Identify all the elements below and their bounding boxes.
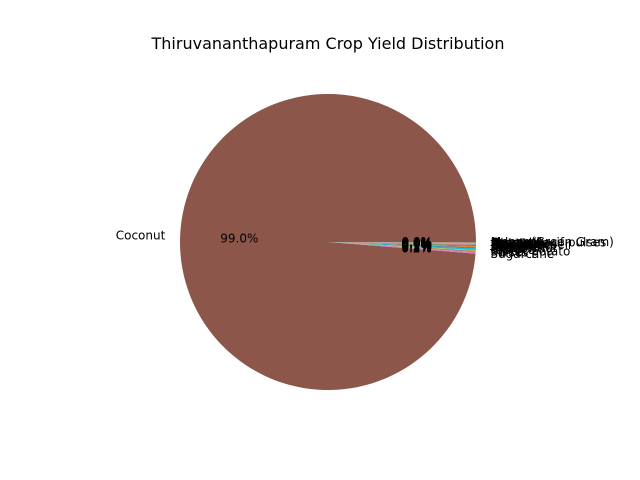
slice-label-coconut: Coconut [116,229,166,243]
pie-slice-coconut [180,94,477,391]
pie-slice-other-kharif-pulses [328,242,476,243]
slice-percent-black-pepper: 0.0% [402,236,433,250]
slice-percent-banana: 0.1% [402,237,433,251]
slice-label-turmeric: Turmeric [490,238,543,252]
slice-percent-sweet-potato: 0.1% [401,240,432,254]
pie-slice-mango [328,242,476,244]
slice-percent-coconut: 99.0% [220,232,258,246]
pie-slice-arecanut [328,242,476,248]
slice-label-arecanut: Arecanut [491,240,545,254]
slice-label-tapioca: Tapioca [490,243,536,257]
slice-label-moong-green-gram: Moong(Green Gram) [491,235,614,249]
pie-slice-turmeric [328,242,476,246]
slice-percent-cashewnut: 0.1% [401,238,432,252]
slice-label-sweet-potato: Sweet potato [491,244,571,258]
slice-label-cardamom: Cardamom [491,237,557,251]
pie-slice-black-pepper [328,242,476,245]
pie-slice-banana [328,242,476,247]
slice-percent-dry-chillies: 0.0% [402,236,433,250]
pie-labels: Coconut 99.0% Sugarcane 0.2% Pulses 0.1% Sweet… [116,229,614,261]
pie-slice-jack-fruit [328,242,476,244]
slice-percent-pineapple: 0.0% [402,235,433,249]
pie-slice-pineapple [328,242,476,243]
slice-label-papaya: Papaya [491,236,534,250]
pie-slice-sweet-potato [328,242,476,251]
slice-percent-sugarcane: 0.2% [401,241,432,255]
pie-slice-rice [328,242,476,245]
slice-percent-rice: 0.0% [402,237,433,251]
pie-slice-pulses [328,242,476,252]
slice-percent-pulses: 0.1% [401,241,432,255]
pie-slice-papaya [328,242,476,244]
pie-slice-cashewnut [328,242,476,249]
chart-title: Thiruvananthapuram Crop Yield Distributi… [151,34,505,53]
slice-label-black-pepper: Black pepper [491,237,570,251]
slice-percent-arecanut: 0.1% [402,238,433,252]
slice-percent-cardamom: 0.0% [402,236,433,250]
slice-label-banana: Banana [491,239,537,253]
slice-label-other-kharif-pulses: Other Kharif pulses [491,236,606,250]
pie-slice-cardamom [328,242,476,244]
slice-percent-papaya: 0.0% [402,236,433,250]
slice-label-ginger: Ginger [491,239,531,253]
pie-slice-ginger [328,242,476,246]
slice-percent-mango: 0.0% [402,236,433,250]
slice-percent-tapioca: 0.2% [401,239,432,253]
slice-label-pulses: Pulses [491,245,529,259]
slice-percent-ginger: 0.0% [402,237,433,251]
slice-percent-other-kharif-pulses: 0.0% [402,235,433,249]
pie-slice-dry-chillies [328,242,476,245]
slice-label-cashewnut: Cashewnut [491,241,558,255]
slice-percent-moong-green-gram: 0.0% [402,235,433,249]
pie-slice-tapioca [328,242,476,250]
slice-percent-jack-fruit: 0.0% [402,236,433,250]
slice-percent-turmeric: 0.0% [402,237,433,251]
pie-slice-sugarcane [328,242,476,254]
slice-label-dry-chillies: Dry chillies [491,238,557,252]
slice-label-rice: Rice [491,238,517,252]
slice-label-pineapple: Pineapple [491,236,550,250]
slice-label-jack-fruit: Jack Fruit [490,237,546,251]
pie-slices [180,94,477,391]
slice-label-sugarcane: Sugarcane [490,247,554,261]
slice-label-mango: Mango [491,236,531,250]
